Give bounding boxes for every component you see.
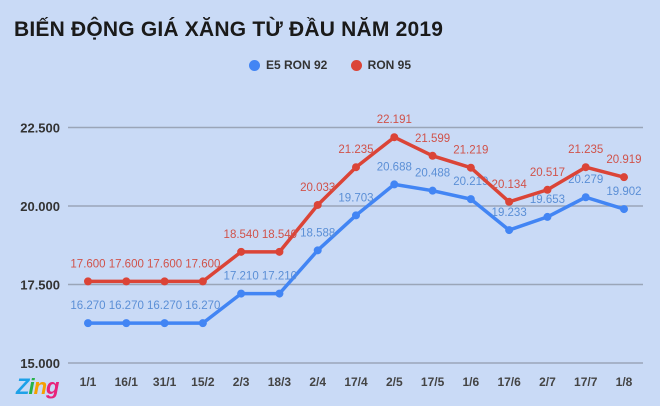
data-label: 17.600 <box>147 258 182 270</box>
data-label: 20.219 <box>453 176 488 188</box>
x-tick-label: 17/4 <box>344 375 368 389</box>
data-label: 17.210 <box>224 271 259 283</box>
legend-item-e5: E5 RON 92 <box>248 58 328 72</box>
data-point <box>275 289 284 298</box>
y-tick-label: 22.500 <box>20 121 60 136</box>
data-label: 16.270 <box>185 300 220 312</box>
data-point <box>581 193 590 202</box>
data-point <box>581 163 590 172</box>
data-point <box>198 277 207 286</box>
legend-item-ron95: RON 95 <box>350 58 412 72</box>
data-label: 20.688 <box>377 161 412 173</box>
data-point <box>543 212 552 221</box>
data-point <box>84 277 92 286</box>
data-point <box>466 163 475 172</box>
data-label: 19.233 <box>492 207 527 219</box>
data-point <box>620 205 628 214</box>
data-label: 21.219 <box>453 145 488 157</box>
zing-logo: Zing <box>16 374 60 399</box>
data-label: 20.033 <box>300 182 335 194</box>
data-label: 16.270 <box>147 300 182 312</box>
data-point <box>84 319 92 328</box>
data-point <box>237 247 246 256</box>
data-point <box>275 247 284 256</box>
y-tick-label: 15.000 <box>20 356 60 371</box>
data-point <box>237 289 246 298</box>
legend-label-e5: E5 RON 92 <box>265 58 328 72</box>
data-label: 21.599 <box>415 133 450 145</box>
x-tick-label: 17/5 <box>421 375 445 389</box>
x-tick-label: 1/8 <box>616 375 633 389</box>
data-point <box>505 197 514 206</box>
data-point <box>620 173 628 182</box>
data-label: 17.600 <box>70 258 105 270</box>
data-label: 20.919 <box>606 154 641 166</box>
data-label: 20.279 <box>568 174 603 186</box>
y-tick-label: 20.000 <box>20 199 60 214</box>
legend: E5 RON 92 RON 95 <box>0 58 660 74</box>
data-point <box>352 163 360 172</box>
data-label: 18.588 <box>300 227 335 239</box>
data-point <box>160 277 169 286</box>
x-tick-label: 1/1 <box>80 375 97 389</box>
data-point <box>352 211 360 220</box>
data-point <box>543 185 552 194</box>
legend-label-ron95: RON 95 <box>367 58 412 72</box>
x-tick-label: 15/2 <box>191 375 215 389</box>
data-point <box>466 195 475 204</box>
data-label: 18.540 <box>262 229 297 241</box>
data-label: 21.235 <box>338 144 373 156</box>
x-tick-label: 2/5 <box>386 375 403 389</box>
data-point <box>505 226 514 235</box>
data-point <box>390 180 399 189</box>
data-label: 19.653 <box>530 194 565 206</box>
chart-title: BIẾN ĐỘNG GIÁ XĂNG TỪ ĐẦU NĂM 2019 <box>14 18 444 41</box>
data-point <box>313 200 322 209</box>
data-point <box>313 246 322 255</box>
data-point <box>122 319 131 328</box>
y-tick-label: 17.500 <box>20 278 60 293</box>
data-label: 18.540 <box>224 229 259 241</box>
data-point <box>122 277 131 286</box>
x-tick-label: 2/3 <box>233 375 250 389</box>
x-tick-label: 2/4 <box>309 375 326 389</box>
x-tick-label: 2/7 <box>539 375 556 389</box>
data-label: 16.270 <box>109 300 144 312</box>
data-label: 22.191 <box>377 114 412 126</box>
legend-marker-ron95 <box>350 59 362 71</box>
data-point <box>198 319 207 328</box>
x-tick-label: 31/1 <box>153 375 177 389</box>
data-label: 19.902 <box>606 186 641 198</box>
data-label: 17.210 <box>262 271 297 283</box>
data-label: 20.134 <box>492 179 528 191</box>
data-point <box>428 186 437 195</box>
data-label: 20.517 <box>530 167 565 179</box>
x-tick-label: 17/7 <box>574 375 598 389</box>
x-tick-label: 16/1 <box>115 375 139 389</box>
data-label: 20.488 <box>415 168 450 180</box>
data-label: 21.235 <box>568 144 603 156</box>
x-tick-label: 1/6 <box>463 375 480 389</box>
data-label: 17.600 <box>185 258 220 270</box>
x-tick-label: 17/6 <box>497 375 521 389</box>
data-label: 17.600 <box>109 258 144 270</box>
legend-marker-e5 <box>248 59 260 71</box>
data-point <box>390 133 399 142</box>
data-label: 16.270 <box>70 300 105 312</box>
data-point <box>428 151 437 160</box>
data-point <box>160 319 169 328</box>
x-tick-label: 18/3 <box>268 375 292 389</box>
data-label: 19.703 <box>338 192 373 204</box>
